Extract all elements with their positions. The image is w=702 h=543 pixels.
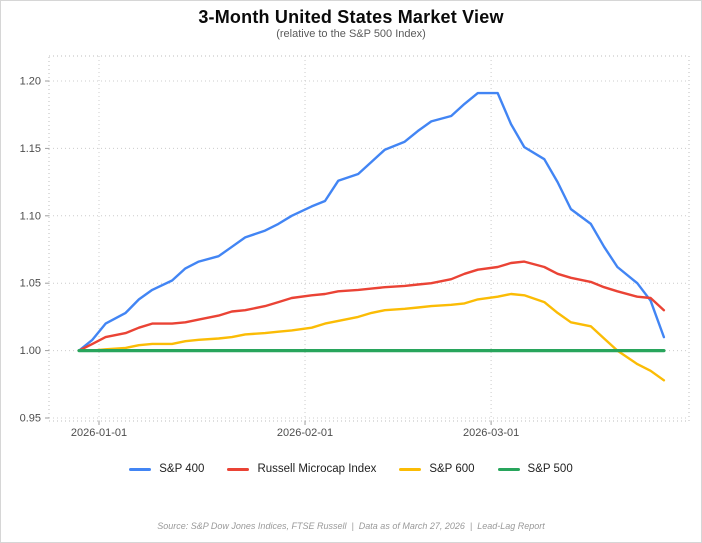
x-tick-label: 2026-03-01 [463, 427, 519, 439]
legend-marker-s-p-500 [497, 467, 520, 471]
legend-item-s-p-400[interactable]: S&P 400 [129, 463, 204, 475]
y-tick-label: 1.05 [20, 278, 41, 290]
y-tick-label: 0.95 [20, 413, 41, 425]
y-tick-label: 1.00 [20, 345, 41, 357]
y-tick-label: 1.15 [20, 143, 41, 155]
chart-title: 3-Month United States Market View [198, 7, 504, 27]
legend: S&P 400 Russell Microcap Index S&P 600 S&P … [1, 460, 701, 478]
legend-label-s-p-400: S&P 400 [159, 463, 205, 475]
x-tick-label: 2026-02-01 [277, 427, 333, 439]
legend-marker-s-p-400 [129, 467, 152, 471]
legend-label-s-p-600: S&P 600 [429, 463, 475, 475]
legend-label-s-p-500: S&P 500 [527, 463, 573, 475]
y-tick-label: 1.10 [20, 210, 41, 222]
legend-marker-s-p-600 [399, 467, 422, 471]
chart-subtitle: (relative to the S&P 500 Index) [276, 28, 426, 40]
y-tick-label: 1.20 [20, 76, 41, 88]
series-line-s-p-400 [77, 91, 666, 352]
legend-item-s-p-600[interactable]: S&P 600 [399, 463, 475, 475]
series-line-s-p-600 [77, 292, 666, 382]
legend-item-russell-microcap-index[interactable]: Russell Microcap Index [227, 463, 376, 475]
legend-label-russell-microcap-index: Russell Microcap Index [257, 463, 377, 475]
series-line-russell-microcap-index [77, 260, 666, 352]
source-footer: Source: S&P Dow Jones Indices, FTSE Russ… [157, 521, 545, 531]
plot-border [48, 55, 690, 422]
legend-marker-russell-microcap-index [227, 467, 250, 471]
x-tick-label: 2026-01-01 [71, 427, 127, 439]
legend-item-s-p-500[interactable]: S&P 500 [497, 463, 573, 475]
